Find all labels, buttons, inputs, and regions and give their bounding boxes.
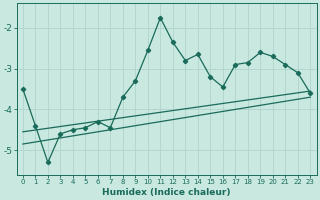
X-axis label: Humidex (Indice chaleur): Humidex (Indice chaleur) — [102, 188, 231, 197]
